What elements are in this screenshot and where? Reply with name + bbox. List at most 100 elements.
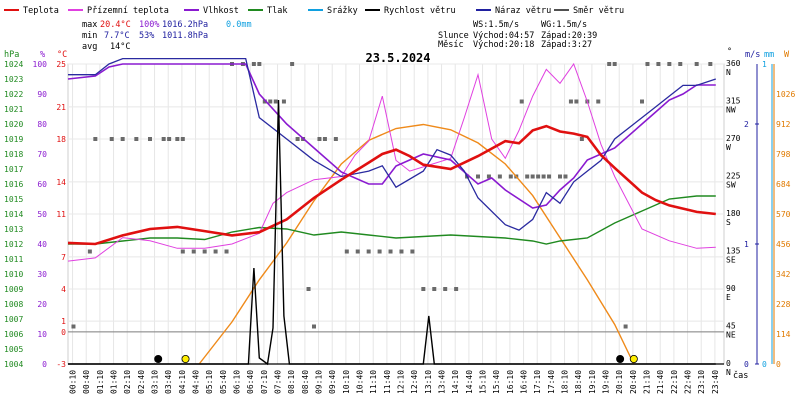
dir-tick-degrees: 45 [726,322,736,331]
wind-direction-dot [694,62,699,66]
time-tick-label: 19:40 [602,370,611,394]
wind-direction-dot [71,324,76,329]
wind-direction-dot [273,99,278,104]
dir-tick-name: N [726,68,731,77]
time-tick-label: 21:10 [643,370,652,394]
sun-moon-marker [616,354,625,363]
temp-axis-title: °C [57,50,67,60]
wind-direction-dot [175,137,180,141]
wind-direction-dot [432,287,437,291]
dir-tick-name: NE [726,331,736,340]
ms-tick-label: 0 [744,360,749,369]
time-tick-label: 18:10 [561,370,570,394]
pct-tick-label: 80 [37,120,47,129]
wind-direction-dot [563,174,568,179]
stat-min-label: min [82,31,97,41]
info-sunrise: Východ:04:57 [473,31,534,41]
wind-direction-dot [574,99,579,104]
time-tick-label: 16:40 [520,370,529,394]
dir-tick-degrees: 90 [726,284,736,293]
wind-direction-dot [262,99,267,104]
time-tick-label: 08:40 [301,370,310,394]
hpa-tick-label: 1004 [4,360,23,369]
w-tick-label: 114 [776,330,791,339]
pct-tick-label: 100 [33,60,48,69]
hpa-tick-label: 1007 [4,315,23,324]
wind-direction-dot [454,287,459,291]
wind-direction-dot [180,137,185,141]
hpa-tick-label: 1011 [4,255,23,264]
hpa-tick-label: 1019 [4,135,23,144]
dir-tick-degrees: 0 [726,359,731,368]
hpa-tick-label: 1015 [4,195,23,204]
time-tick-label: 17:40 [547,370,556,394]
wind-direction-dot [640,99,644,104]
wind-direction-dot [167,137,172,141]
time-tick-label: 13:40 [438,370,447,394]
stat-avg-label: avg [82,42,97,52]
wind-direction-dot [508,174,513,179]
info-moonset: Západ:3:27 [541,40,592,50]
pct-tick-label: 70 [37,150,47,159]
temperature-line [67,124,716,246]
legend-label-pressure: Tlak [267,6,287,16]
legend: Teplota Přízemní teplota Vlhkost Tlak Srážky… [4,6,624,16]
time-tick-label: 06:10 [233,370,242,394]
wind-direction-dot [257,62,262,66]
time-tick-label: 05:40 [219,370,228,394]
dir-tick-name: SW [726,181,736,190]
legend-label-rain: Srážky [327,6,358,16]
dir-tick-degrees: 315 [726,97,741,106]
time-tick-label: 23:10 [697,370,706,394]
wind-direction-dot [530,174,535,179]
wind-direction-dot [355,249,360,254]
info-moonrise: Východ:20:18 [473,40,534,50]
solar-radiation-line [198,123,635,365]
wind-direction-dot [191,249,196,254]
temp-tick-label: 14 [56,178,66,187]
info-wg: WG:1.5m/s [541,20,587,30]
wind-direction-dot [607,62,612,66]
wind-direction-dot [317,137,322,141]
temp-tick-label: 18 [56,135,66,144]
time-tick-label: 23:40 [711,370,720,394]
temp-tick-label: 7 [61,253,66,262]
dir-tick-degrees: 270 [726,134,741,143]
time-tick-label: 14:10 [451,370,460,394]
chart-title: 23.5.2024 [365,51,430,65]
wind-direction-dot [251,62,256,66]
stat-avg-temp: 14°C [110,42,130,52]
time-tick-label: 22:10 [670,370,679,394]
temp-tick-label: 0 [61,328,66,337]
w-tick-label: 798 [776,150,791,159]
hpa-tick-label: 1006 [4,330,23,339]
hpa-tick-label: 1005 [4,345,23,354]
pct-tick-label: 0 [42,360,47,369]
time-tick-label: 10:10 [342,370,351,394]
wind-direction-dot [377,249,382,254]
wind-direction-dot [161,137,166,141]
time-tick-label: 12:10 [397,370,406,394]
wind-direction-dot [708,62,713,66]
plot-grid [67,63,725,365]
wind-direction-dot [667,62,672,66]
dir-tick-name: E [726,293,731,302]
info-sunset: Západ:20:39 [541,31,597,41]
stat-min-press: 1011.8hPa [162,31,208,41]
time-tick-label: 15:10 [479,370,488,394]
dir-tick-name: NW [726,106,736,115]
legend-label-humidity: Vlhkost [203,6,239,16]
w-tick-label: 570 [776,210,791,219]
time-tick-label: 09:10 [315,370,324,394]
wind-direction-dot [541,174,546,179]
time-tick-label: 02:10 [123,370,132,394]
wind-gust-line [68,57,717,231]
pct-tick-label: 40 [37,240,47,249]
w-tick-label: 342 [776,270,791,279]
wind-speed-line [68,99,716,366]
hpa-tick-label: 1010 [4,270,23,279]
wind-direction-dot [568,99,573,104]
wind-direction-dot [486,174,491,179]
time-tick-label: 13:10 [424,370,433,394]
time-tick-label: 21:40 [656,370,665,394]
